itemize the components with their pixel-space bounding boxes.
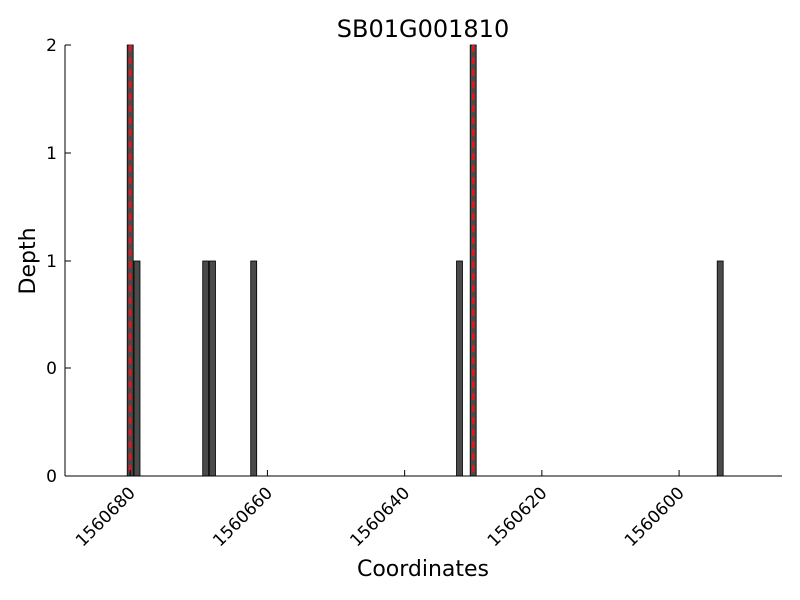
x-tick-label: 1560640 [346,483,414,551]
x-axis-label: Coordinates [357,557,489,582]
y-ticks: 0 0 1 1 2 [46,36,71,487]
bars-layer [126,44,724,477]
x-tick-label: 1560680 [72,483,140,551]
bar-3 [209,260,216,477]
bar-2 [202,260,210,477]
y-tick-label: 0 [46,359,57,379]
y-axis-label: Depth [16,227,41,294]
x-tick-label: 1560620 [484,483,552,551]
y-tick-label: 1 [46,144,57,164]
bar-4 [250,260,258,477]
bar-1 [133,260,141,477]
axes-layer [64,45,782,477]
bar-5 [456,260,463,477]
y-tick-label: 1 [46,252,57,272]
x-ticks: 1560680 1560660 1560640 1560620 1560600 [72,470,689,551]
y-tick-label: 0 [46,467,57,487]
marker-lines-layer [128,45,475,476]
x-tick-label: 1560660 [209,483,277,551]
bar-7 [716,260,724,477]
chart-title: SB01G001810 [337,15,509,43]
x-tick-label: 1560600 [621,483,689,551]
y-tick-label: 2 [46,36,57,56]
